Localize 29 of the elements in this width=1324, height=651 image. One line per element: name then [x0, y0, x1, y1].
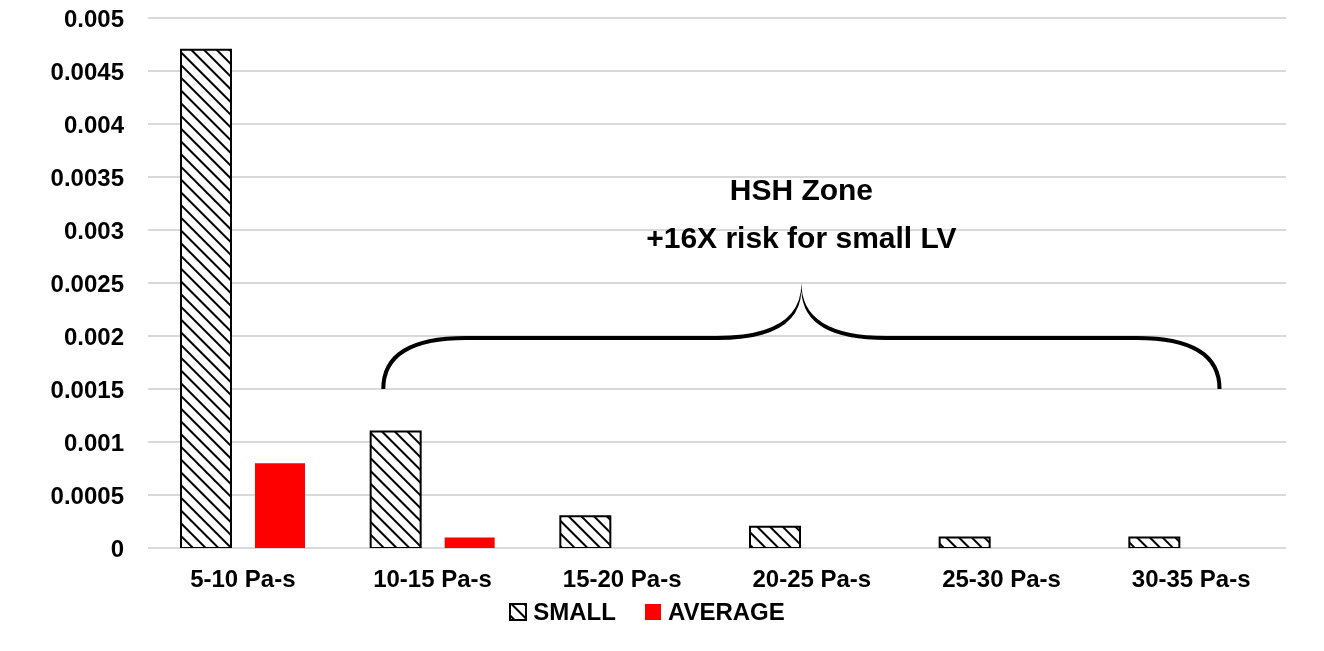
bar: [1128, 536, 1181, 548]
legend-label: AVERAGE: [667, 598, 785, 626]
legend-label: SMALL: [533, 598, 616, 626]
bar: [559, 515, 612, 548]
y-tick-label: 0.004: [63, 110, 125, 138]
y-tick-label: 0.003: [63, 216, 124, 244]
x-tick-label: 10-15 Pa-s: [373, 565, 492, 593]
bar: [444, 537, 495, 548]
bar: [938, 536, 991, 548]
annotation: HSH Zone: [728, 173, 875, 207]
bar: [749, 525, 801, 548]
x-tick-label: 30-35 Pa-s: [1131, 565, 1251, 593]
x-tick-label: 25-30 Pa-s: [942, 565, 1061, 593]
y-tick-label: 0.0025: [50, 269, 124, 297]
y-tick-label: 0.0015: [50, 375, 124, 403]
bar: [369, 430, 422, 548]
annotation: +16X risk for small LV: [645, 221, 958, 255]
bar: [180, 48, 232, 548]
y-tick-label: 0.0035: [50, 163, 124, 191]
x-tick-label: 5-10 Pa-s: [190, 565, 296, 593]
x-tick-label: 15-20 Pa-s: [562, 565, 682, 593]
x-tick-label: 20-25 Pa-s: [752, 565, 872, 593]
bar: [255, 463, 305, 548]
y-tick-label: 0.002: [63, 322, 124, 350]
y-tick-label: 0.0045: [50, 57, 124, 85]
y-tick-label: 0.005: [63, 4, 124, 32]
y-tick-label: 0: [110, 534, 124, 562]
y-tick-label: 0.001: [63, 428, 124, 456]
y-tick-label: 0.0005: [50, 481, 124, 509]
